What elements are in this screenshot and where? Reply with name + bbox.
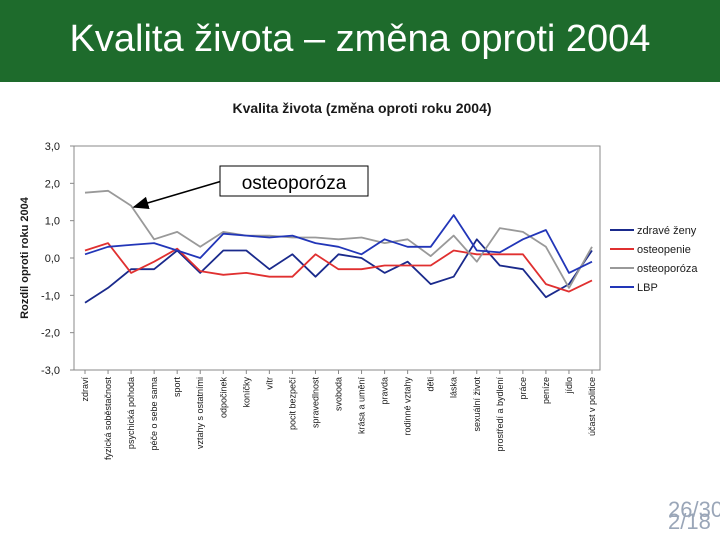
x-tick-label: láska: [449, 377, 459, 398]
quality-of-life-chart: Kvalita života (změna oproti roku 2004) …: [19, 100, 698, 461]
x-tick-label: sport: [172, 377, 182, 398]
y-tick-label: -3,0: [41, 365, 60, 377]
x-tick-label: zdraví: [80, 377, 90, 402]
y-tick-label: 1,0: [45, 216, 60, 228]
x-tick-label: rodinné vztahy: [403, 377, 413, 436]
x-tick-label: spravedlnost: [310, 377, 320, 429]
series-line-1: [84, 242, 593, 293]
x-tick-label: fyzická soběstačnost: [103, 377, 113, 461]
x-tick-label: pravda: [380, 377, 390, 405]
legend-label: osteoporóza: [637, 263, 698, 275]
series-line-2: [84, 189, 593, 289]
y-axis-label: Rozdíl oproti roku 2004: [19, 196, 31, 319]
x-tick-label: odpočinek: [218, 377, 228, 419]
callout-arrow: [132, 180, 223, 210]
y-tick-label: 0,0: [45, 253, 60, 265]
legend-label: LBP: [637, 282, 658, 294]
x-tick-label: krása a umění: [357, 377, 367, 435]
x-tick-label: prostředí a bydlení: [495, 377, 505, 452]
page-number-overlay-2: 2/18: [668, 509, 711, 534]
x-tick-label: sexuální život: [472, 377, 482, 432]
x-tick-label: jídlo: [564, 377, 574, 395]
x-tick-label: peníze: [541, 377, 551, 404]
callout-text: osteoporóza: [242, 173, 347, 194]
legend: zdravé ženy osteopenie osteoporóza LBP: [610, 225, 698, 294]
y-tick-label: 2,0: [45, 178, 60, 190]
y-tick-label: 3,0: [45, 141, 60, 153]
y-tick-label: -1,0: [41, 290, 60, 302]
chart-title: Kvalita života (změna oproti roku 2004): [232, 100, 491, 116]
series-line-0: [84, 238, 593, 304]
legend-label: zdravé ženy: [637, 225, 697, 237]
title-bar: [0, 0, 720, 82]
legend-label: osteopenie: [637, 244, 691, 256]
x-tick-label: účast v politice: [587, 377, 597, 436]
x-tick-label: psychická pohoda: [126, 377, 136, 449]
slide-title: Kvalita života – změna oproti 2004: [69, 18, 651, 60]
y-tick-label: -2,0: [41, 328, 60, 340]
page-number-overlay-1: 26/30: [668, 497, 720, 522]
x-tick-label: práce: [518, 377, 528, 400]
x-tick-label: vítr: [264, 377, 274, 390]
x-tick-label: péče o sebe sama: [149, 377, 159, 451]
x-tick-label: koníčky: [241, 377, 251, 408]
series-line-3: [84, 214, 593, 274]
x-tick-label: svoboda: [334, 377, 344, 411]
x-tick-label: vztahy s ostatními: [195, 377, 205, 449]
callout-box: [219, 165, 369, 197]
x-tick-label: pocit bezpečí: [287, 377, 297, 431]
x-tick-label: děti: [426, 377, 436, 392]
